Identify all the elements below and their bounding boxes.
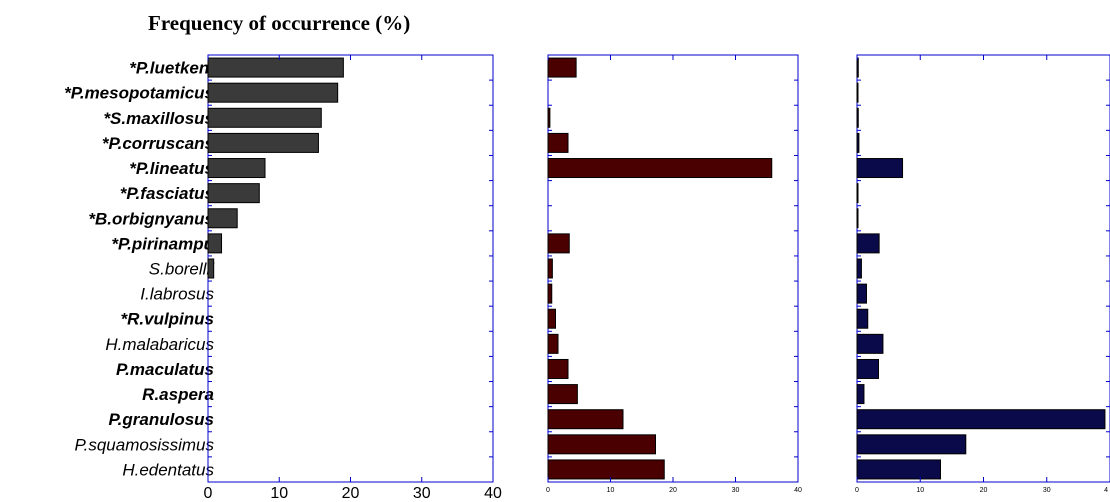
bar bbox=[856, 132, 860, 153]
x-tick-label: 10 bbox=[607, 487, 615, 494]
bar bbox=[547, 233, 570, 254]
category-label: *P.fasciatus bbox=[120, 184, 214, 203]
bar bbox=[207, 233, 223, 254]
bar bbox=[207, 258, 215, 279]
bar bbox=[856, 57, 859, 78]
category-label: H.malabaricus bbox=[105, 335, 214, 354]
bar bbox=[547, 132, 569, 153]
x-tick-label: 0 bbox=[855, 487, 859, 494]
bar bbox=[856, 459, 941, 480]
category-label: *S.maxillosus bbox=[103, 109, 214, 128]
category-label: P.granulosus bbox=[109, 410, 215, 429]
category-label: P.maculatus bbox=[116, 360, 214, 379]
bar bbox=[856, 283, 867, 304]
category-label: I.labrosus bbox=[140, 285, 214, 304]
bar bbox=[856, 183, 859, 204]
category-label: *B.orbignyanus bbox=[88, 209, 214, 228]
chart-title: Frequency of occurrence (%) bbox=[148, 11, 410, 35]
x-tick-label: 30 bbox=[732, 487, 740, 494]
category-label: *P.corruscans bbox=[102, 134, 214, 153]
panel-1: 0 10 20 30 40 bbox=[204, 54, 502, 502]
bar bbox=[547, 409, 624, 430]
category-label: *R.vulpinus bbox=[120, 310, 214, 329]
bar bbox=[856, 308, 869, 329]
category-label: *P.luetkeni bbox=[129, 59, 215, 78]
bar bbox=[547, 434, 656, 455]
bar bbox=[207, 82, 339, 103]
category-label: *P.mesopotamicus bbox=[64, 84, 214, 103]
category-label: P.squamosissimus bbox=[74, 435, 214, 454]
bar bbox=[207, 183, 260, 204]
bar bbox=[547, 258, 553, 279]
bar bbox=[547, 57, 577, 78]
x-tick-label: 10 bbox=[270, 485, 288, 502]
bar bbox=[856, 434, 967, 455]
bar bbox=[207, 208, 238, 229]
x-tick-label: 40 bbox=[484, 485, 502, 502]
bar bbox=[547, 459, 665, 480]
panel-2: 0 10 20 30 40 bbox=[546, 54, 802, 494]
bar bbox=[856, 333, 884, 354]
x-tick-label: 30 bbox=[413, 485, 431, 502]
category-labels: *P.luetkeni *P.mesopotamicus *S.maxillosus… bbox=[64, 59, 215, 480]
bar bbox=[547, 158, 773, 179]
bar bbox=[547, 384, 578, 405]
x-tick-label: 20 bbox=[980, 487, 988, 494]
bar bbox=[856, 258, 862, 279]
bar bbox=[856, 409, 1106, 430]
x-tick-label: 0 bbox=[204, 485, 213, 502]
bar bbox=[856, 358, 880, 379]
bar bbox=[207, 132, 319, 153]
x-tick-label: 4 bbox=[1104, 487, 1108, 494]
bar bbox=[856, 107, 859, 128]
bar bbox=[856, 158, 904, 179]
bar bbox=[856, 233, 880, 254]
category-label: S.borellii bbox=[149, 260, 215, 279]
x-tick-label: 40 bbox=[794, 487, 802, 494]
x-tick-label: 20 bbox=[342, 485, 360, 502]
bar bbox=[856, 82, 859, 103]
x-tick-label: 10 bbox=[916, 487, 924, 494]
category-label: *P.pirinampu bbox=[111, 234, 214, 253]
category-label: *P.lineatus bbox=[129, 159, 214, 178]
bar bbox=[547, 308, 556, 329]
category-label: R.aspera bbox=[142, 385, 214, 404]
bar bbox=[856, 208, 859, 229]
bar bbox=[856, 384, 865, 405]
panel-3: 0 10 20 30 4 bbox=[855, 54, 1110, 494]
bar bbox=[207, 57, 344, 78]
bar bbox=[207, 158, 266, 179]
bar bbox=[547, 107, 551, 128]
x-tick-label: 20 bbox=[669, 487, 677, 494]
category-label: H.edentatus bbox=[122, 460, 214, 479]
bar bbox=[207, 107, 322, 128]
bar bbox=[547, 283, 553, 304]
x-tick-label: 30 bbox=[1043, 487, 1051, 494]
bar bbox=[547, 333, 559, 354]
x-tick-label: 0 bbox=[546, 487, 550, 494]
bar bbox=[547, 358, 569, 379]
